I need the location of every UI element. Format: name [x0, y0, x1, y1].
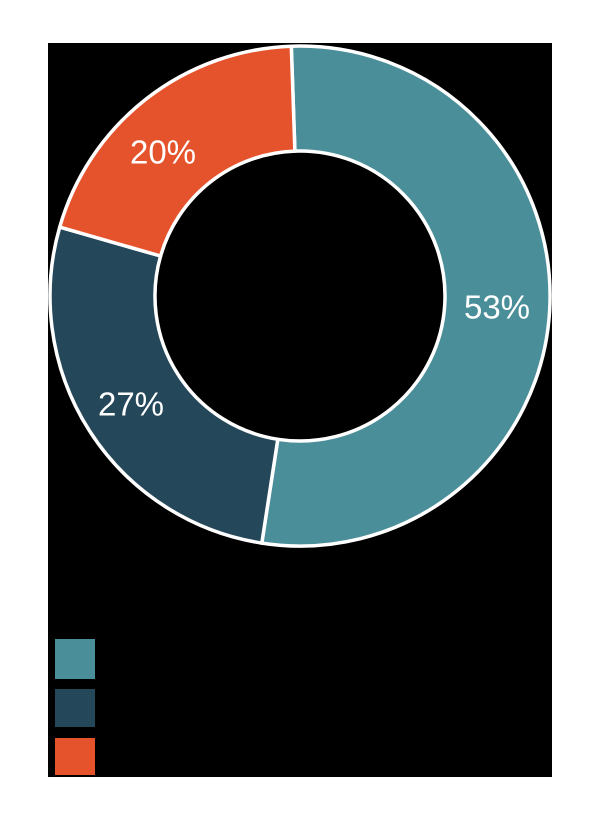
donut-segment-1 [260, 44, 552, 548]
legend-swatch-3 [55, 738, 95, 775]
legend-swatch-1 [55, 639, 95, 679]
donut-segment-3 [57, 44, 297, 258]
donut-chart: 53% 27% 20% [48, 44, 552, 548]
percent-label-3: 20% [130, 134, 196, 171]
legend-swatch-2 [55, 689, 95, 727]
percent-label-1: 53% [464, 289, 530, 326]
donut-segment-2 [48, 225, 280, 545]
percent-label-2: 27% [98, 386, 164, 423]
